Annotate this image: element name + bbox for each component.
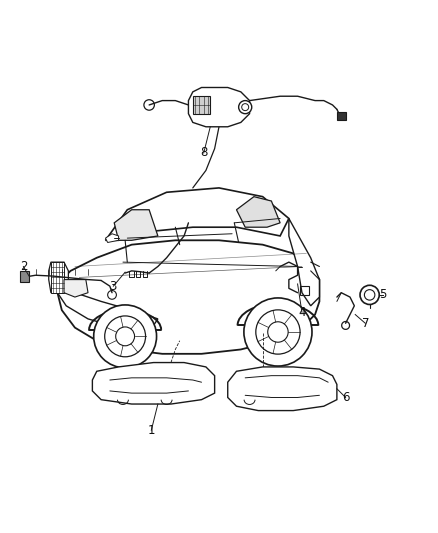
Circle shape xyxy=(360,285,379,304)
Text: 7: 7 xyxy=(361,317,369,330)
Polygon shape xyxy=(106,188,289,240)
Polygon shape xyxy=(64,280,88,297)
Text: 4: 4 xyxy=(298,306,306,319)
Polygon shape xyxy=(49,262,68,293)
Polygon shape xyxy=(188,87,250,127)
Polygon shape xyxy=(193,96,210,114)
Circle shape xyxy=(244,298,312,366)
Text: 5: 5 xyxy=(379,288,386,301)
Text: 6: 6 xyxy=(342,391,350,404)
Polygon shape xyxy=(106,234,119,243)
Text: 8: 8 xyxy=(200,147,208,159)
Polygon shape xyxy=(20,271,29,282)
Text: 2: 2 xyxy=(20,260,27,273)
Polygon shape xyxy=(337,111,346,120)
Circle shape xyxy=(239,101,252,114)
Polygon shape xyxy=(92,362,215,404)
Text: 1: 1 xyxy=(148,424,155,437)
Polygon shape xyxy=(57,293,158,332)
Polygon shape xyxy=(237,197,280,227)
Text: 3: 3 xyxy=(110,280,117,293)
Polygon shape xyxy=(228,367,337,410)
Polygon shape xyxy=(114,210,158,240)
Polygon shape xyxy=(289,219,319,306)
Circle shape xyxy=(94,305,156,368)
Polygon shape xyxy=(51,262,64,293)
Polygon shape xyxy=(57,240,319,354)
